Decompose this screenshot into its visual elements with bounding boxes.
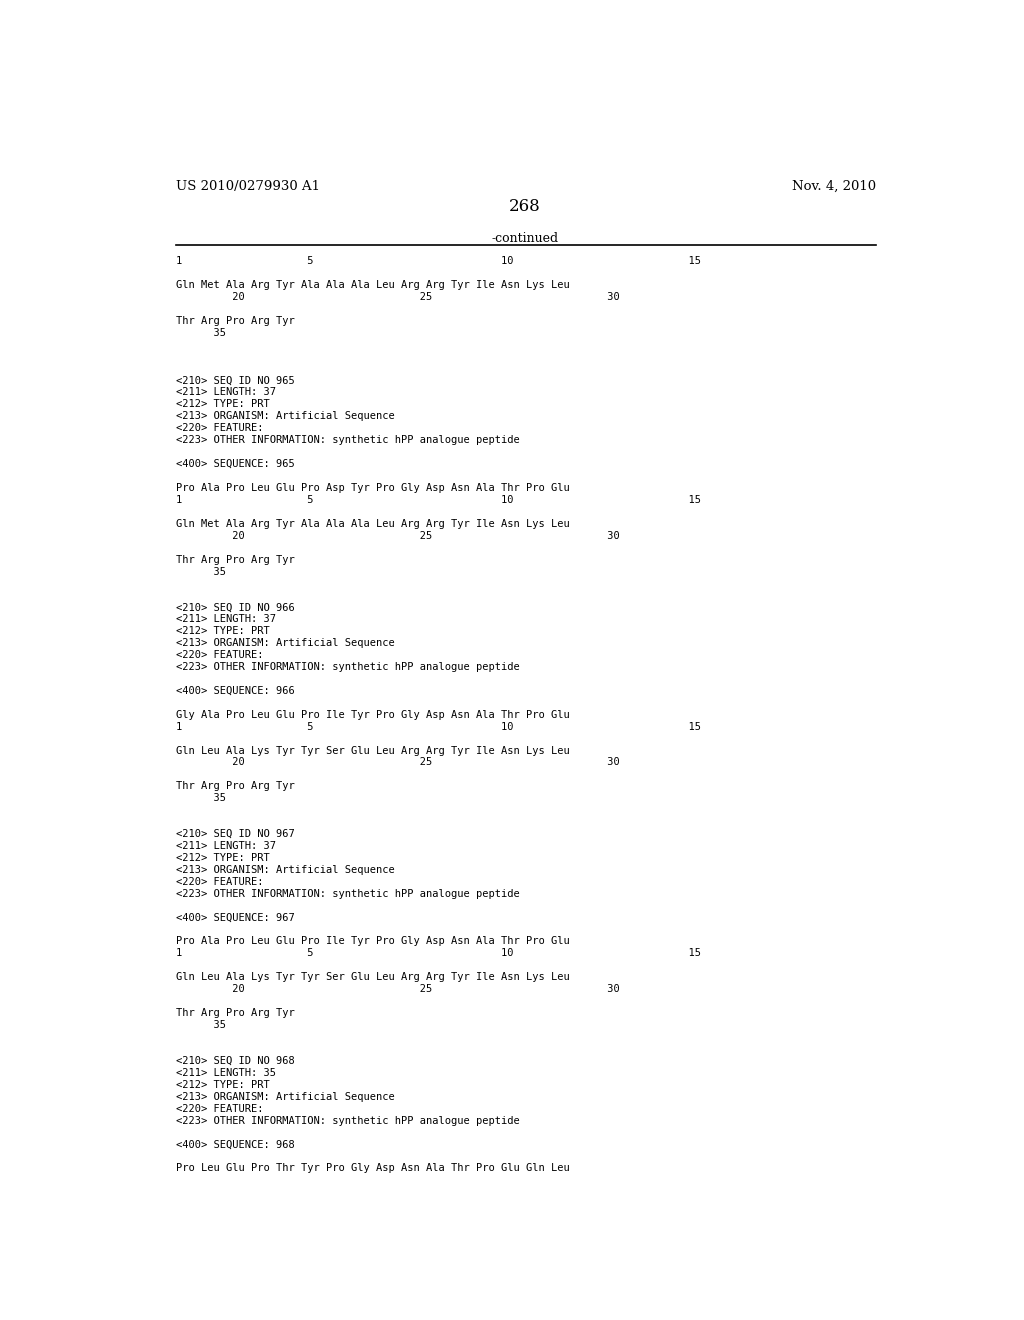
Text: 1                    5                              10                          : 1 5 10 <box>176 722 701 731</box>
Text: <211> LENGTH: 37: <211> LENGTH: 37 <box>176 614 276 624</box>
Text: <400> SEQUENCE: 967: <400> SEQUENCE: 967 <box>176 912 295 923</box>
Text: Gln Met Ala Arg Tyr Ala Ala Ala Leu Arg Arg Tyr Ile Asn Lys Leu: Gln Met Ala Arg Tyr Ala Ala Ala Leu Arg … <box>176 280 569 290</box>
Text: <400> SEQUENCE: 968: <400> SEQUENCE: 968 <box>176 1139 295 1150</box>
Text: <400> SEQUENCE: 965: <400> SEQUENCE: 965 <box>176 459 295 469</box>
Text: 20                            25                            30: 20 25 30 <box>176 292 620 302</box>
Text: Thr Arg Pro Arg Tyr: Thr Arg Pro Arg Tyr <box>176 315 295 326</box>
Text: US 2010/0279930 A1: US 2010/0279930 A1 <box>176 180 321 193</box>
Text: Thr Arg Pro Arg Tyr: Thr Arg Pro Arg Tyr <box>176 781 295 791</box>
Text: <212> TYPE: PRT: <212> TYPE: PRT <box>176 400 269 409</box>
Text: <220> FEATURE:: <220> FEATURE: <box>176 876 263 887</box>
Text: <400> SEQUENCE: 966: <400> SEQUENCE: 966 <box>176 686 295 696</box>
Text: Thr Arg Pro Arg Tyr: Thr Arg Pro Arg Tyr <box>176 554 295 565</box>
Text: <212> TYPE: PRT: <212> TYPE: PRT <box>176 626 269 636</box>
Text: 268: 268 <box>509 198 541 215</box>
Text: Gly Ala Pro Leu Glu Pro Ile Tyr Pro Gly Asp Asn Ala Thr Pro Glu: Gly Ala Pro Leu Glu Pro Ile Tyr Pro Gly … <box>176 710 569 719</box>
Text: Gln Leu Ala Lys Tyr Tyr Ser Glu Leu Arg Arg Tyr Ile Asn Lys Leu: Gln Leu Ala Lys Tyr Tyr Ser Glu Leu Arg … <box>176 746 569 755</box>
Text: <220> FEATURE:: <220> FEATURE: <box>176 649 263 660</box>
Text: 20                            25                            30: 20 25 30 <box>176 985 620 994</box>
Text: Gln Met Ala Arg Tyr Ala Ala Ala Leu Arg Arg Tyr Ile Asn Lys Leu: Gln Met Ala Arg Tyr Ala Ala Ala Leu Arg … <box>176 519 569 529</box>
Text: -continued: -continued <box>492 231 558 244</box>
Text: 1                    5                              10                          : 1 5 10 <box>176 949 701 958</box>
Text: 1                    5                              10                          : 1 5 10 <box>176 256 701 267</box>
Text: <223> OTHER INFORMATION: synthetic hPP analogue peptide: <223> OTHER INFORMATION: synthetic hPP a… <box>176 888 520 899</box>
Text: <223> OTHER INFORMATION: synthetic hPP analogue peptide: <223> OTHER INFORMATION: synthetic hPP a… <box>176 436 520 445</box>
Text: <212> TYPE: PRT: <212> TYPE: PRT <box>176 853 269 863</box>
Text: <223> OTHER INFORMATION: synthetic hPP analogue peptide: <223> OTHER INFORMATION: synthetic hPP a… <box>176 663 520 672</box>
Text: <210> SEQ ID NO 968: <210> SEQ ID NO 968 <box>176 1056 295 1065</box>
Text: <223> OTHER INFORMATION: synthetic hPP analogue peptide: <223> OTHER INFORMATION: synthetic hPP a… <box>176 1115 520 1126</box>
Text: <213> ORGANISM: Artificial Sequence: <213> ORGANISM: Artificial Sequence <box>176 638 395 648</box>
Text: <213> ORGANISM: Artificial Sequence: <213> ORGANISM: Artificial Sequence <box>176 412 395 421</box>
Text: 35: 35 <box>176 793 226 804</box>
Text: <210> SEQ ID NO 965: <210> SEQ ID NO 965 <box>176 376 295 385</box>
Text: <211> LENGTH: 35: <211> LENGTH: 35 <box>176 1068 276 1077</box>
Text: <212> TYPE: PRT: <212> TYPE: PRT <box>176 1080 269 1090</box>
Text: 20                            25                            30: 20 25 30 <box>176 758 620 767</box>
Text: Pro Leu Glu Pro Thr Tyr Pro Gly Asp Asn Ala Thr Pro Glu Gln Leu: Pro Leu Glu Pro Thr Tyr Pro Gly Asp Asn … <box>176 1163 569 1173</box>
Text: 35: 35 <box>176 1020 226 1030</box>
Text: Gln Leu Ala Lys Tyr Tyr Ser Glu Leu Arg Arg Tyr Ile Asn Lys Leu: Gln Leu Ala Lys Tyr Tyr Ser Glu Leu Arg … <box>176 973 569 982</box>
Text: <211> LENGTH: 37: <211> LENGTH: 37 <box>176 841 276 851</box>
Text: 1                    5                              10                          : 1 5 10 <box>176 495 701 504</box>
Text: <210> SEQ ID NO 966: <210> SEQ ID NO 966 <box>176 602 295 612</box>
Text: Pro Ala Pro Leu Glu Pro Ile Tyr Pro Gly Asp Asn Ala Thr Pro Glu: Pro Ala Pro Leu Glu Pro Ile Tyr Pro Gly … <box>176 936 569 946</box>
Text: <210> SEQ ID NO 967: <210> SEQ ID NO 967 <box>176 829 295 840</box>
Text: Nov. 4, 2010: Nov. 4, 2010 <box>792 180 876 193</box>
Text: Thr Arg Pro Arg Tyr: Thr Arg Pro Arg Tyr <box>176 1008 295 1018</box>
Text: <220> FEATURE:: <220> FEATURE: <box>176 1104 263 1114</box>
Text: 35: 35 <box>176 566 226 577</box>
Text: <211> LENGTH: 37: <211> LENGTH: 37 <box>176 388 276 397</box>
Text: <220> FEATURE:: <220> FEATURE: <box>176 424 263 433</box>
Text: 35: 35 <box>176 327 226 338</box>
Text: <213> ORGANISM: Artificial Sequence: <213> ORGANISM: Artificial Sequence <box>176 865 395 875</box>
Text: <213> ORGANISM: Artificial Sequence: <213> ORGANISM: Artificial Sequence <box>176 1092 395 1102</box>
Text: 20                            25                            30: 20 25 30 <box>176 531 620 541</box>
Text: Pro Ala Pro Leu Glu Pro Asp Tyr Pro Gly Asp Asn Ala Thr Pro Glu: Pro Ala Pro Leu Glu Pro Asp Tyr Pro Gly … <box>176 483 569 492</box>
